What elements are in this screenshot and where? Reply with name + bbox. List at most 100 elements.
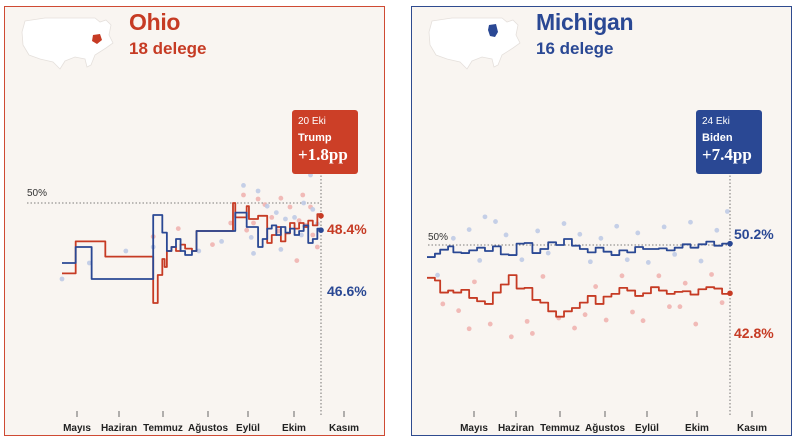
callout-margin: +1.8pp bbox=[298, 145, 348, 164]
trump-poll-dot bbox=[300, 192, 306, 198]
biden-series-line bbox=[62, 211, 322, 280]
biden-poll-dot bbox=[86, 260, 92, 266]
biden-poll-dot bbox=[466, 227, 472, 232]
biden-poll-dot bbox=[698, 258, 704, 264]
biden-poll-dot bbox=[577, 231, 583, 237]
biden-poll-dot bbox=[545, 250, 551, 256]
trump-poll-dot bbox=[719, 300, 725, 306]
trump-poll-dot bbox=[244, 227, 250, 233]
biden-end-label: 50.2% bbox=[734, 226, 774, 242]
biden-poll-dot bbox=[598, 235, 604, 241]
month-label: Ekim bbox=[685, 423, 709, 434]
trump-poll-dot bbox=[440, 301, 446, 307]
month-label: Kasım bbox=[736, 423, 768, 434]
trump-poll-dot bbox=[656, 273, 662, 279]
month-label: Temmuz bbox=[540, 423, 580, 434]
month-label: Eylül bbox=[635, 423, 659, 434]
month-label: Ekim bbox=[282, 423, 306, 434]
michigan-panel: Michigan 16 delege 50% 24 Eki Biden +7.4… bbox=[411, 6, 792, 436]
margin-callout: 20 Eki Trump +1.8pp bbox=[292, 110, 358, 174]
biden-poll-dot bbox=[714, 227, 720, 233]
callout-leader: Trump bbox=[298, 132, 332, 144]
biden-poll-dot bbox=[310, 207, 316, 212]
trump-poll-dot bbox=[582, 312, 588, 318]
biden-poll-dot bbox=[273, 210, 279, 216]
biden-poll-dot bbox=[301, 200, 307, 206]
biden-poll-dot bbox=[251, 251, 256, 256]
trump-poll-dot bbox=[255, 196, 261, 202]
delegate-count: 18 delege bbox=[129, 39, 207, 58]
biden-poll-dot bbox=[298, 232, 304, 238]
month-label: Mayıs bbox=[63, 423, 91, 434]
biden-poll-dot bbox=[672, 251, 678, 257]
trump-poll-dot bbox=[524, 318, 530, 324]
trump-poll-dot bbox=[241, 192, 246, 198]
state-title: Michigan bbox=[536, 9, 634, 35]
month-label: Haziran bbox=[100, 423, 138, 434]
usa-map-icon bbox=[428, 17, 521, 70]
ohio-chart-svg bbox=[21, 17, 345, 417]
trump-poll-dot bbox=[677, 304, 683, 310]
trump-poll-dot bbox=[667, 304, 672, 310]
trump-poll-dot bbox=[269, 215, 275, 220]
trump-poll-dot bbox=[540, 274, 546, 279]
biden-poll-dot bbox=[724, 209, 730, 214]
biden-poll-dot bbox=[493, 219, 498, 224]
biden-poll-dot bbox=[219, 239, 224, 244]
biden-poll-dot bbox=[587, 259, 593, 265]
biden-poll-dot bbox=[535, 228, 541, 234]
biden-poll-dot bbox=[278, 247, 284, 252]
ohio-panel: Ohio 18 delege 50% 20 Eki Trump +1.8pp 4… bbox=[4, 6, 385, 436]
biden-poll-dot bbox=[123, 248, 129, 254]
delegate-count: 16 delege bbox=[536, 39, 614, 58]
trump-poll-dot bbox=[472, 279, 477, 285]
trump-poll-dot bbox=[682, 280, 688, 286]
trump-poll-dot bbox=[251, 220, 256, 226]
trump-poll-dot bbox=[709, 272, 714, 277]
month-label: Eylül bbox=[236, 423, 260, 434]
trump-poll-dot bbox=[640, 318, 646, 324]
trump-poll-dot bbox=[466, 326, 472, 332]
trump-poll-dot bbox=[276, 228, 281, 234]
month-label: Ağustos bbox=[188, 423, 228, 434]
fifty-percent-label: 50% bbox=[27, 188, 48, 199]
month-label: Temmuz bbox=[143, 423, 183, 434]
biden-poll-dot bbox=[255, 188, 261, 194]
biden-poll-dot bbox=[635, 230, 641, 236]
biden-poll-dot bbox=[292, 215, 297, 220]
biden-poll-dot bbox=[482, 214, 488, 220]
callout-margin: +7.4pp bbox=[702, 145, 752, 164]
michigan-plot-area bbox=[427, 172, 753, 417]
month-label: Ağustos bbox=[585, 423, 625, 434]
biden-poll-dot bbox=[435, 272, 440, 278]
biden-poll-dot bbox=[477, 258, 483, 263]
month-label: Mayıs bbox=[460, 423, 488, 434]
michigan-highlight bbox=[488, 24, 498, 37]
trump-poll-dot bbox=[529, 331, 535, 336]
biden-poll-dot bbox=[624, 257, 630, 263]
trump-end-label: 48.4% bbox=[327, 221, 367, 237]
biden-poll-dot bbox=[450, 235, 456, 241]
trump-poll-dot bbox=[228, 220, 234, 226]
trump-poll-dot bbox=[619, 273, 625, 279]
biden-end-point bbox=[727, 240, 733, 247]
biden-poll-dot bbox=[283, 216, 288, 222]
biden-end-label: 46.6% bbox=[327, 283, 367, 299]
trump-poll-dot bbox=[294, 258, 300, 263]
biden-poll-dot bbox=[248, 235, 254, 240]
biden-poll-dot bbox=[196, 248, 202, 254]
ohio-plot-area bbox=[27, 172, 345, 417]
biden-poll-dot bbox=[614, 223, 620, 229]
trump-poll-dot bbox=[693, 321, 699, 327]
trump-poll-dot bbox=[487, 321, 493, 327]
biden-poll-dot bbox=[503, 232, 509, 238]
trump-poll-dot bbox=[508, 334, 514, 340]
callout-date: 24 Eki bbox=[702, 116, 730, 127]
usa-map-icon bbox=[21, 17, 114, 70]
michigan-chart-svg bbox=[427, 17, 753, 417]
biden-poll-dot bbox=[645, 260, 651, 265]
trump-poll-dot bbox=[310, 232, 316, 238]
trump-poll-dot bbox=[630, 309, 635, 315]
trump-poll-dot bbox=[278, 195, 284, 201]
